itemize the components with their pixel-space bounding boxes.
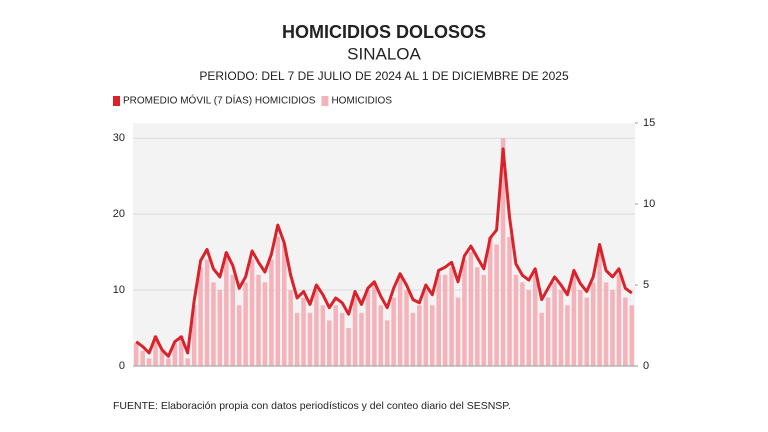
bar <box>365 290 371 366</box>
bar <box>526 290 532 366</box>
bar <box>191 305 197 366</box>
bar <box>468 252 474 366</box>
legend-swatch <box>321 96 329 106</box>
bar <box>520 282 525 366</box>
bar <box>384 320 390 366</box>
bar <box>140 350 145 366</box>
bar <box>159 350 165 366</box>
bar <box>133 343 139 366</box>
bar <box>565 305 570 366</box>
bar <box>230 274 236 366</box>
bar <box>462 259 467 366</box>
bar <box>269 259 274 366</box>
bar <box>494 244 499 366</box>
bar <box>629 305 635 366</box>
bar <box>442 274 448 366</box>
bar <box>410 312 416 366</box>
bar <box>487 236 493 366</box>
bar <box>513 274 519 366</box>
bar <box>288 290 293 366</box>
bar <box>236 305 242 366</box>
bar <box>603 282 609 366</box>
bar <box>397 274 403 366</box>
bar <box>436 274 441 366</box>
bar <box>314 290 319 366</box>
y2-tick-label: 5 <box>643 279 649 291</box>
period: PERIODO: DEL 7 DE JULIO DE 2024 AL 1 DE … <box>199 69 569 83</box>
bar <box>475 267 480 366</box>
y2-tick-label: 0 <box>643 360 649 372</box>
bar <box>172 343 178 366</box>
bar <box>327 320 332 366</box>
bar <box>391 297 396 366</box>
bar <box>346 328 351 366</box>
bar <box>333 305 338 366</box>
legend-label: PROMEDIO MÓVIL (7 DÍAS) HOMICIDIOS <box>123 94 316 107</box>
bar <box>307 312 313 366</box>
y-tick-label: 20 <box>113 208 125 220</box>
bar <box>558 290 564 366</box>
bar <box>352 297 358 366</box>
bar <box>301 297 306 366</box>
bar <box>417 305 422 366</box>
bar <box>262 282 268 366</box>
bar <box>552 282 557 366</box>
bar <box>179 335 184 366</box>
y-tick-label: 30 <box>113 132 125 144</box>
legend-swatch <box>113 96 120 106</box>
bar <box>584 297 589 366</box>
bar <box>359 312 364 366</box>
bar <box>185 358 190 366</box>
bar <box>610 290 615 366</box>
bar <box>449 267 454 366</box>
chart-subtitle: SINALOA <box>347 44 421 63</box>
bar <box>539 312 544 366</box>
source: FUENTE: Elaboración propia con datos per… <box>113 400 511 412</box>
bar <box>545 297 551 366</box>
bar <box>281 244 287 366</box>
bar <box>590 282 596 366</box>
legend-label: HOMICIDIOS <box>331 96 392 107</box>
bar <box>198 267 203 366</box>
bar <box>578 290 583 366</box>
bar <box>249 259 255 366</box>
bar <box>455 297 461 366</box>
bar <box>211 282 216 366</box>
bar <box>500 138 506 366</box>
plot-area <box>133 123 635 366</box>
bar <box>153 335 158 366</box>
bar <box>294 312 300 366</box>
bar <box>597 252 602 366</box>
chart-title: HOMICIDIOS DOLOSOS <box>282 22 486 42</box>
bar <box>256 274 261 366</box>
bar <box>243 282 248 366</box>
y2-tick-label: 10 <box>643 198 655 210</box>
bar <box>507 236 512 366</box>
line <box>135 147 633 358</box>
bar <box>320 305 326 366</box>
y-tick-label: 0 <box>119 360 125 372</box>
bar <box>224 252 229 366</box>
bar <box>204 259 210 366</box>
bar <box>404 290 409 366</box>
bar <box>339 312 345 366</box>
bar <box>275 236 281 366</box>
bar <box>481 274 487 366</box>
bar <box>166 358 171 366</box>
y2-tick-label: 15 <box>643 117 655 129</box>
bar <box>217 290 223 366</box>
bar <box>423 290 429 366</box>
bar <box>623 297 628 366</box>
bar <box>616 274 622 366</box>
bar <box>372 282 377 366</box>
bar <box>378 305 384 366</box>
bar <box>146 358 152 366</box>
bar <box>430 305 435 366</box>
bar <box>571 274 577 366</box>
y-tick-label: 10 <box>113 284 125 296</box>
bar <box>532 274 538 366</box>
